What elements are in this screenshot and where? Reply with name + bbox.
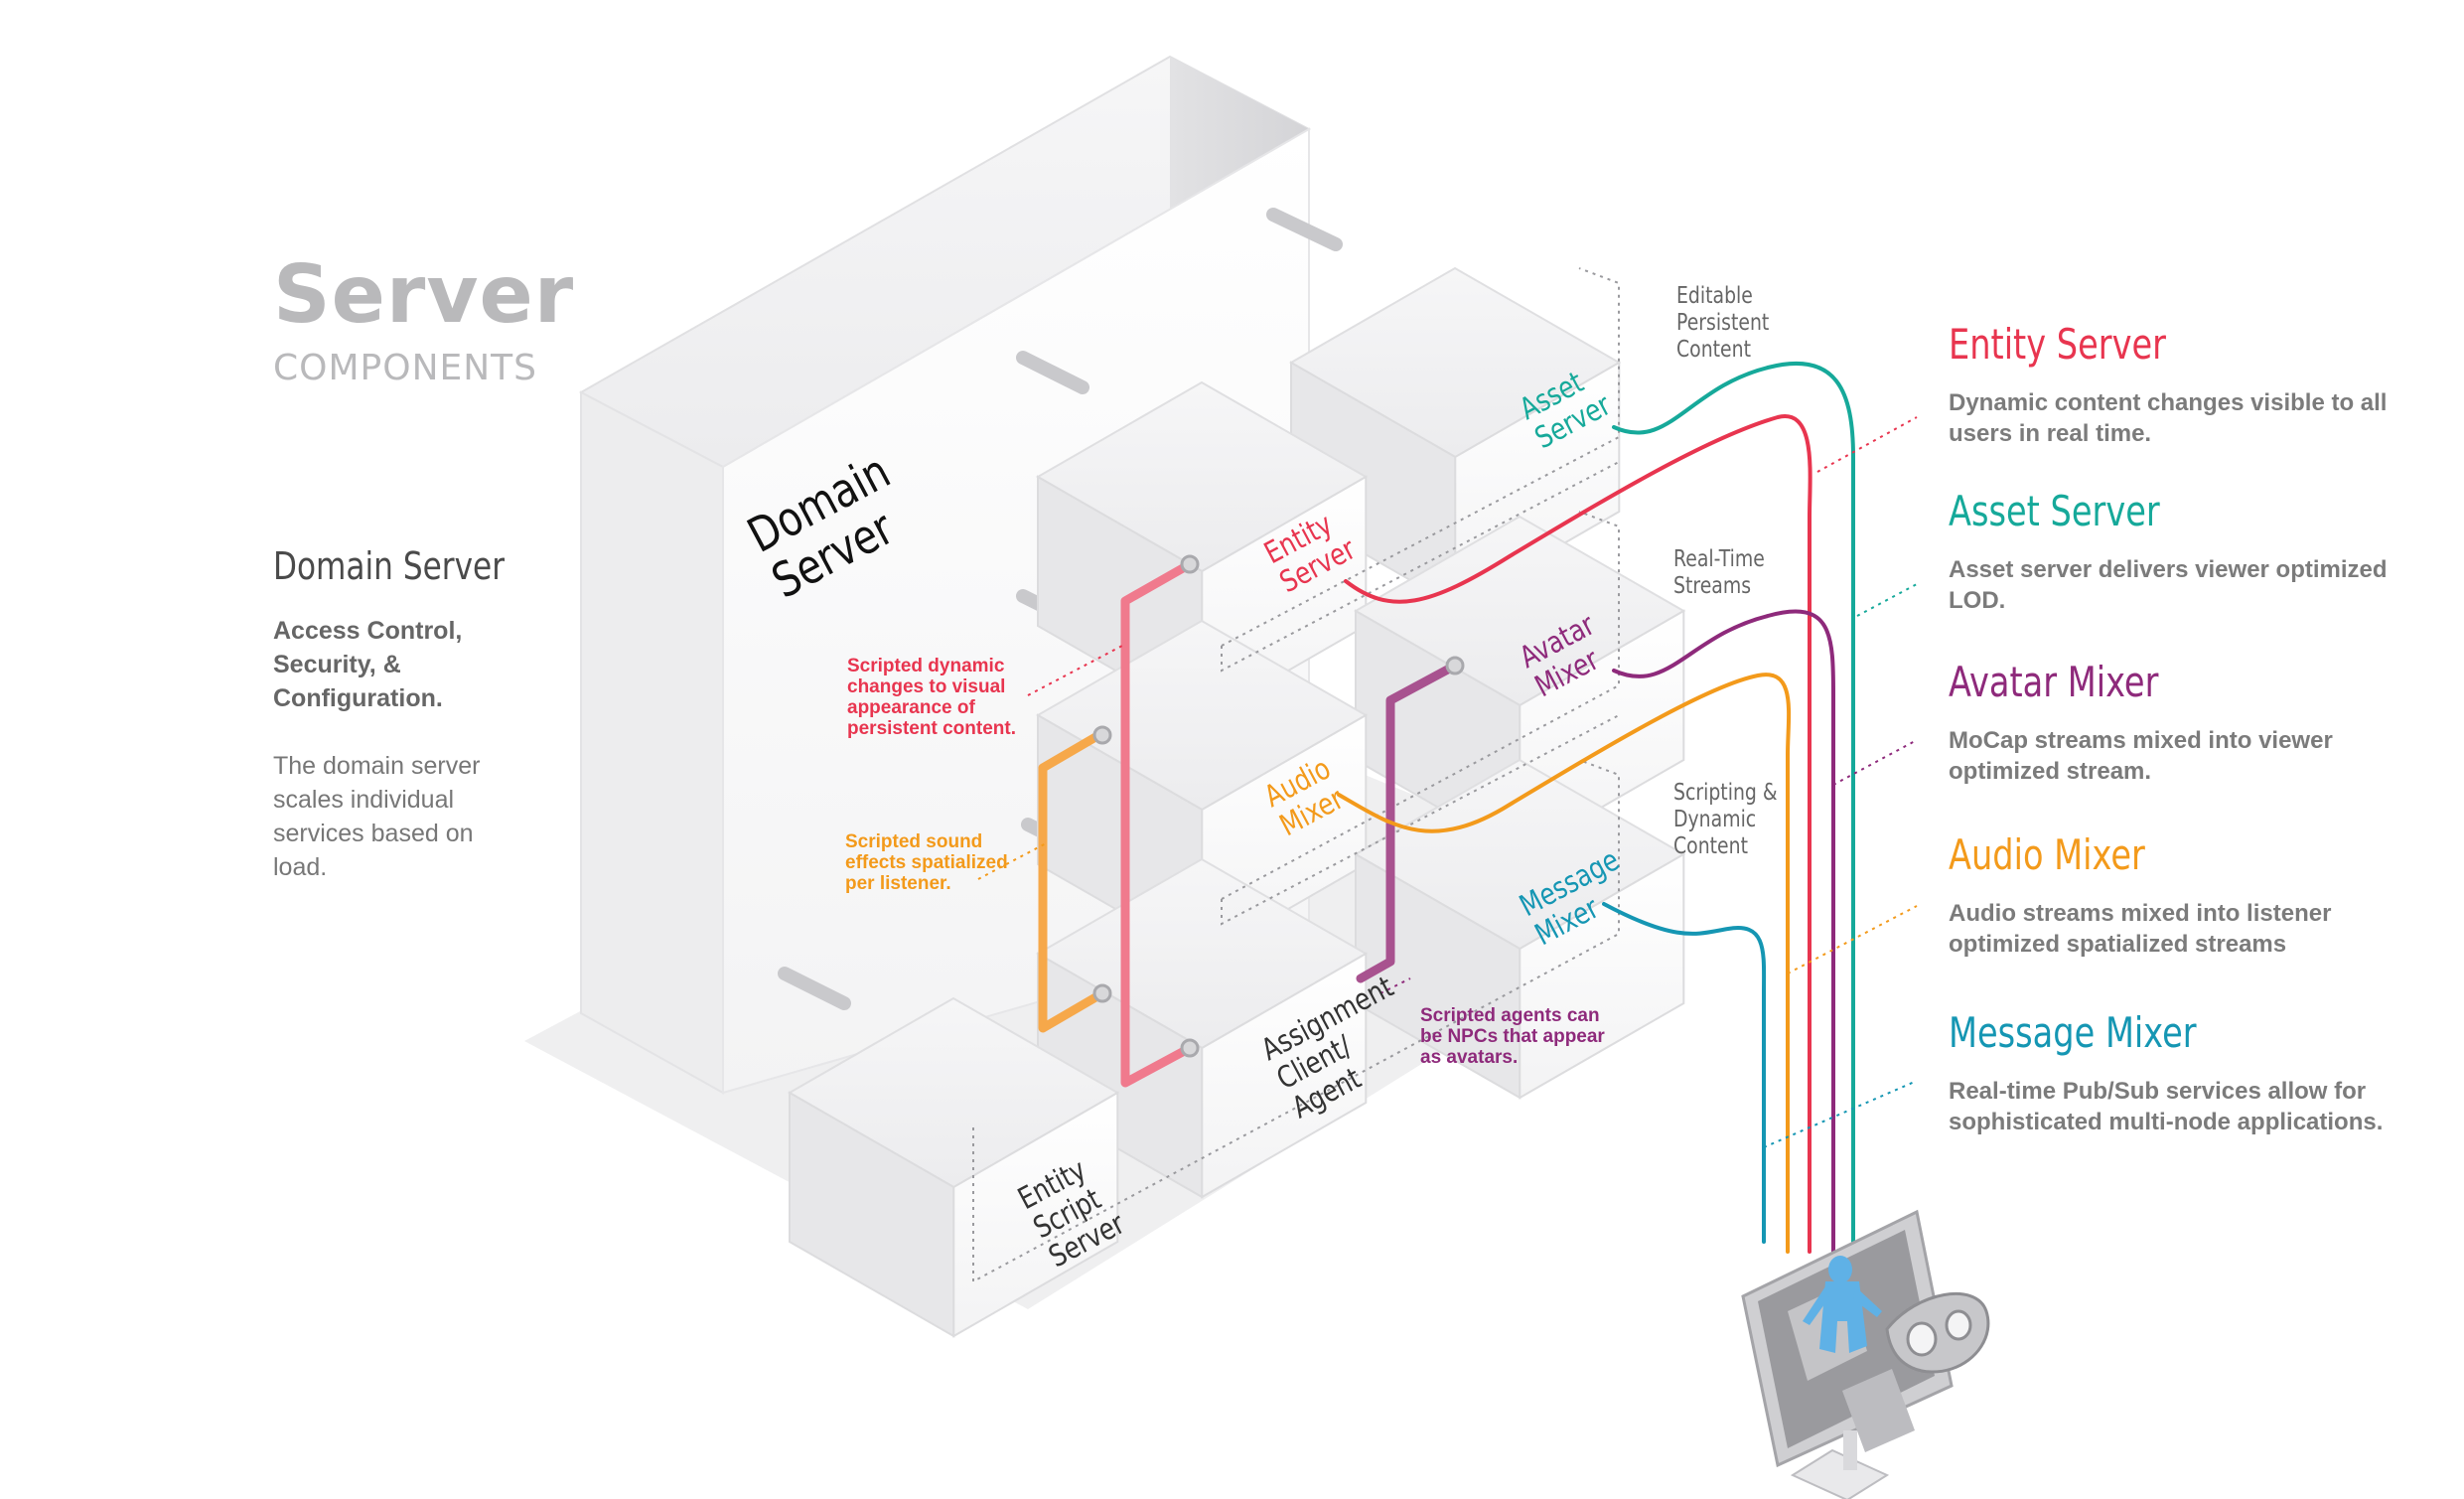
assignment-client-cube: [1035, 857, 1369, 1199]
editable-content-label: Editable Persistent Content: [1676, 283, 1770, 363]
real-time-streams-label: Real-Time Streams: [1673, 546, 1765, 599]
vr-headset-icon: [1885, 1291, 1990, 1374]
entity-script-server-cube: [787, 996, 1120, 1338]
cable-ports: [1092, 554, 1465, 1058]
domain-server-heading: Domain Server: [273, 544, 506, 588]
domain-server-strong-text: Access Control, Security, & Configuratio…: [273, 617, 463, 712]
domain-server-body-text: The domain server scales individual serv…: [273, 752, 481, 881]
legend-title-3: Audio Mixer: [1949, 830, 2145, 879]
note-leaders: [977, 645, 1411, 994]
page-subtitle: COMPONENTS: [273, 348, 538, 388]
avatar-figure-icon: [1803, 1256, 1882, 1353]
monitor-icon: [1741, 1209, 1954, 1499]
legend-desc-0: Dynamic content changes visible to all u…: [1949, 389, 2388, 447]
entity-note: Scripted dynamic changes to visual appea…: [847, 656, 1016, 739]
legend-desc-3: Audio streams mixed into listener optimi…: [1949, 900, 2332, 958]
internal-cables: [1038, 559, 1460, 1088]
page-title: Server: [273, 248, 575, 341]
legend-desc-4: Real-time Pub/Sub services allow for sop…: [1949, 1078, 2384, 1135]
message-mixer-cube: [1353, 758, 1686, 1100]
legend-desc-2: MoCap streams mixed into viewer optimize…: [1949, 727, 2333, 785]
legend-title-4: Message Mixer: [1949, 1008, 2197, 1057]
legend-title-0: Entity Server: [1949, 320, 2166, 369]
external-cables: [1337, 361, 1855, 1254]
legend-title-1: Asset Server: [1949, 487, 2160, 535]
legend-desc-1: Asset server delivers viewer optimized L…: [1949, 556, 2388, 614]
legend-title-2: Avatar Mixer: [1949, 658, 2159, 706]
audio-note: Scripted sound effects spatialized per l…: [845, 831, 1008, 894]
dotted-outlines: [972, 267, 1620, 1283]
scripting-dynamic-label: Scripting & Dynamic Content: [1673, 780, 1778, 859]
agents-note: Scripted agents can be NPCs that appear …: [1420, 1005, 1605, 1068]
legend-leaders: [1763, 416, 1918, 1148]
